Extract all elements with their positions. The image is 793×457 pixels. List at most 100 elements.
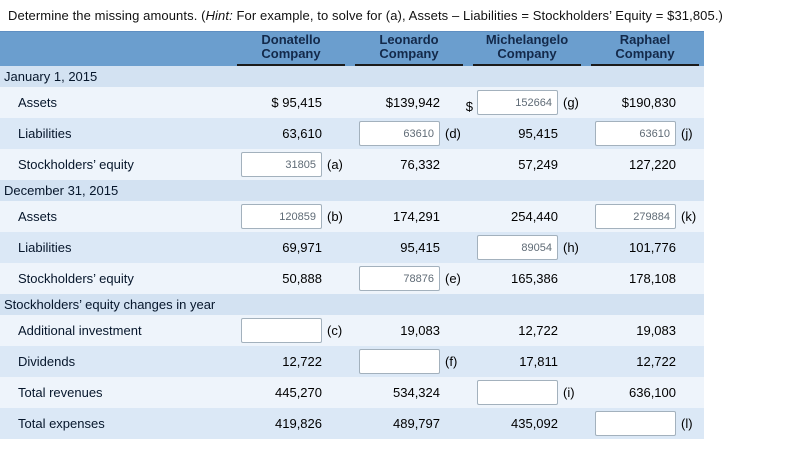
amount-cell: 57,249 xyxy=(468,157,586,172)
section-row-equity-changes: Stockholders’ equity changes in year xyxy=(0,294,704,315)
amount-value: 489,797 xyxy=(393,416,440,431)
table-header-row: Donatello Company Leonardo Company Michela… xyxy=(0,31,704,66)
table-row-liabilities-dec: Liabilities 69,971 95,415 (h) 101,776 xyxy=(0,232,704,263)
amount-cell: 19,083 xyxy=(586,323,704,338)
amount-cell: (a) xyxy=(232,152,350,177)
answer-input-c[interactable] xyxy=(241,318,322,343)
table-row-total-revenues: Total revenues 445,270 534,324 (i) 636,1… xyxy=(0,377,704,408)
amount-cell: 435,092 xyxy=(468,416,586,431)
row-label: Stockholders’ equity xyxy=(18,157,134,172)
table-row-liabilities-jan: Liabilities 63,610 (d) 95,415 (j) xyxy=(0,118,704,149)
table-row-equity-jan: Stockholders’ equity (a) 76,332 57,249 1… xyxy=(0,149,704,180)
answer-input-l[interactable] xyxy=(595,411,676,436)
amount-value: 101,776 xyxy=(629,240,676,255)
amount-value: 12,722 xyxy=(282,354,322,369)
amount-cell: (b) xyxy=(232,204,350,229)
amount-cell: 101,776 xyxy=(586,240,704,255)
table-row-additional-investment: Additional investment (c) 19,083 12,722 … xyxy=(0,315,704,346)
amount-cell: $139,942 xyxy=(350,95,468,110)
answer-input-b[interactable] xyxy=(241,204,322,229)
column-header-leonardo: Leonardo Company xyxy=(350,32,468,66)
row-label: Liabilities xyxy=(18,240,72,255)
section-row-december: December 31, 2015 xyxy=(0,180,704,201)
amount-cell: 174,291 xyxy=(350,209,468,224)
amount-cell: 12,722 xyxy=(586,354,704,369)
company-name-line1: Michelangelo xyxy=(485,32,569,47)
letter-tag: (k) xyxy=(681,209,697,224)
answer-input-e[interactable] xyxy=(359,266,440,291)
amount-value: 95,415 xyxy=(518,126,558,141)
company-name-line2: Company xyxy=(379,46,439,61)
amount-cell: 445,270 xyxy=(232,385,350,400)
amount-value: 12,722 xyxy=(636,354,676,369)
amount-cell: 76,332 xyxy=(350,157,468,172)
amount-cell: 489,797 xyxy=(350,416,468,431)
amount-value: 19,083 xyxy=(636,323,676,338)
table-row-dividends: Dividends 12,722 (f) 17,811 12,722 xyxy=(0,346,704,377)
table-row-assets-dec: Assets (b) 174,291 254,440 (k) xyxy=(0,201,704,232)
amount-value: 127,220 xyxy=(629,157,676,172)
letter-tag: (a) xyxy=(327,157,343,172)
amount-cell: 636,100 xyxy=(586,385,704,400)
amount-cell: 63,610 xyxy=(232,126,350,141)
amount-cell: 534,324 xyxy=(350,385,468,400)
answer-input-h[interactable] xyxy=(477,235,558,260)
letter-tag: (f) xyxy=(445,354,458,369)
company-name-line1: Donatello xyxy=(261,32,321,47)
amount-cell: 127,220 xyxy=(586,157,704,172)
amount-value: 178,108 xyxy=(629,271,676,286)
answer-input-d[interactable] xyxy=(359,121,440,146)
amount-value: 534,324 xyxy=(393,385,440,400)
instructions-text: Determine the missing amounts. (Hint: Fo… xyxy=(0,0,793,23)
amount-cell: (k) xyxy=(586,204,704,229)
letter-tag: (l) xyxy=(681,416,693,431)
row-label: Dividends xyxy=(18,354,76,369)
amount-cell: 19,083 xyxy=(350,323,468,338)
letter-tag: (h) xyxy=(563,240,579,255)
amount-value: 50,888 xyxy=(282,271,322,286)
amount-cell: 254,440 xyxy=(468,209,586,224)
letter-tag: (g) xyxy=(563,95,579,110)
company-name-line2: Company xyxy=(615,46,675,61)
amount-cell: 12,722 xyxy=(232,354,350,369)
answer-input-k[interactable] xyxy=(595,204,676,229)
amount-cell: (j) xyxy=(586,121,704,146)
answer-input-i[interactable] xyxy=(477,380,558,405)
amount-cell: 178,108 xyxy=(586,271,704,286)
column-header-donatello: Donatello Company xyxy=(232,32,350,66)
amount-value: 19,083 xyxy=(400,323,440,338)
letter-tag: (d) xyxy=(445,126,461,141)
amount-value: 174,291 xyxy=(393,209,440,224)
amount-cell: 95,415 xyxy=(350,240,468,255)
amount-cell: 17,811 xyxy=(468,354,586,369)
table-row-equity-dec: Stockholders’ equity 50,888 (e) 165,386 … xyxy=(0,263,704,294)
amount-cell: 419,826 xyxy=(232,416,350,431)
letter-tag: (j) xyxy=(681,126,693,141)
amount-value: 165,386 xyxy=(511,271,558,286)
amount-value: 17,811 xyxy=(519,354,558,369)
answer-input-g[interactable] xyxy=(477,90,558,115)
instructions-part2: For example, to solve for (a), Assets – … xyxy=(232,8,723,23)
column-header-michelangelo: Michelangelo Company xyxy=(468,32,586,66)
row-label: Total expenses xyxy=(18,416,105,431)
row-label: Total revenues xyxy=(18,385,103,400)
amount-value: 12,722 xyxy=(518,323,558,338)
row-label: Liabilities xyxy=(18,126,72,141)
table-row-total-expenses: Total expenses 419,826 489,797 435,092 (… xyxy=(0,408,704,439)
amount-cell: $190,830 xyxy=(586,95,704,110)
amount-cell: $ (g) xyxy=(466,90,586,115)
row-label: Assets xyxy=(18,95,58,110)
instructions-part1: Determine the missing amounts. ( xyxy=(8,8,206,23)
amount-value: 419,826 xyxy=(275,416,322,431)
amount-cell: (e) xyxy=(350,266,468,291)
missing-amounts-table: Donatello Company Leonardo Company Michela… xyxy=(0,31,704,439)
answer-input-f[interactable] xyxy=(359,349,440,374)
amount-value: 636,100 xyxy=(629,385,676,400)
answer-input-a[interactable] xyxy=(241,152,322,177)
row-label: Additional investment xyxy=(18,323,142,338)
answer-input-j[interactable] xyxy=(595,121,676,146)
amount-value: 57,249 xyxy=(518,157,558,172)
column-header-raphael: Raphael Company xyxy=(586,32,704,66)
amount-cell: (h) xyxy=(468,235,586,260)
